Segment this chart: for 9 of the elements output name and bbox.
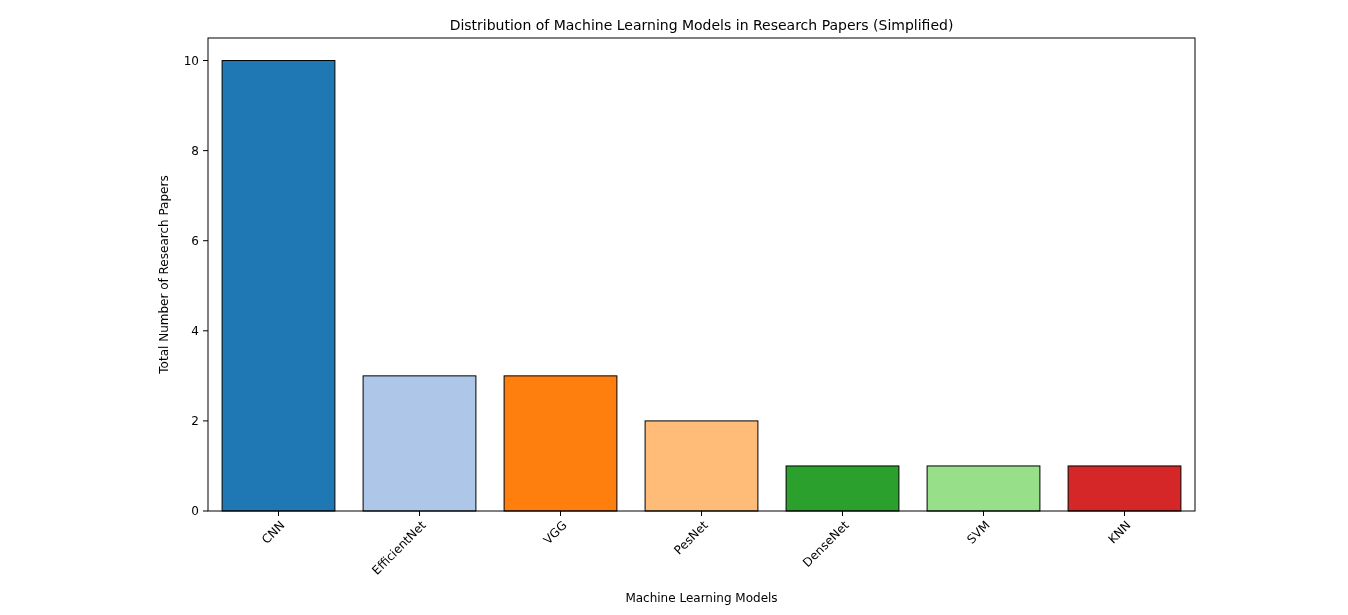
x-axis-title: Machine Learning Models (625, 591, 778, 605)
y-tick-label: 10 (183, 53, 199, 68)
y-tick-label: 4 (191, 324, 199, 339)
chart-title: Distribution of Machine Learning Models in Research Papers (Simplified) (449, 17, 954, 33)
y-axis-title: Total Number of Research Papers (157, 175, 171, 375)
y-tick-label: 8 (191, 143, 199, 158)
y-tick-label: 6 (191, 233, 199, 248)
y-tick-label: 0 (191, 504, 199, 519)
y-tick-label: 2 (191, 414, 199, 429)
